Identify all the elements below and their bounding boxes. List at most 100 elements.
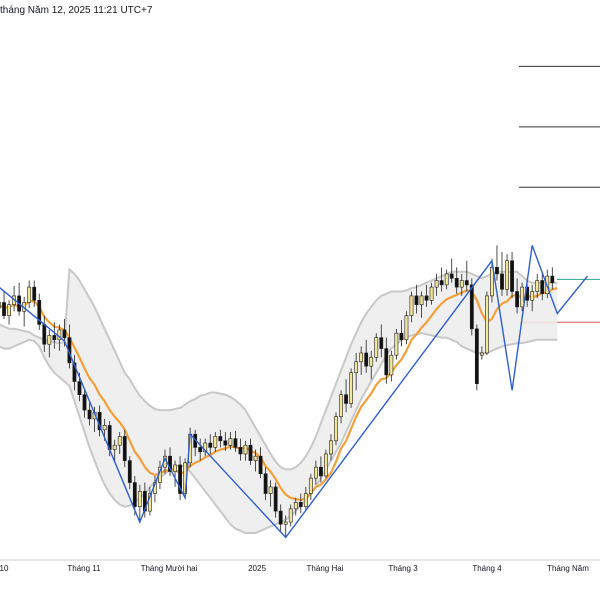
ema-line-layer <box>0 287 558 502</box>
candle-7 <box>32 280 37 307</box>
band-upper-edge <box>0 267 558 471</box>
candle-73 <box>364 339 369 373</box>
candle-71 <box>354 352 359 391</box>
candle-108 <box>540 271 545 301</box>
candle-72 <box>359 346 364 375</box>
x-tick-label-5: Tháng 3 <box>388 564 418 573</box>
candle-65 <box>324 449 328 479</box>
candle-64 <box>319 456 323 483</box>
candle-88 <box>439 267 444 292</box>
ema-line <box>0 287 558 502</box>
candle-76 <box>379 324 384 358</box>
candle-85 <box>424 284 429 307</box>
candle-106 <box>530 284 535 312</box>
candle-51 <box>253 449 258 472</box>
time-axis: 10 Tháng 11 Tháng Mười hai 2025 Tháng Hai Thá… <box>0 559 600 573</box>
candle-28 <box>137 484 142 523</box>
chart-datetime-label: tháng Năm 12, 2025 11:21 UTC+7 <box>0 5 153 16</box>
candle-92 <box>459 273 464 296</box>
candle-17 <box>82 390 87 418</box>
candle-87 <box>434 273 439 296</box>
candle-81 <box>404 311 409 345</box>
candle-46 <box>228 432 233 450</box>
candle-97 <box>485 291 489 356</box>
candle-35 <box>173 460 177 487</box>
candle-0 <box>0 302 1 309</box>
candles <box>0 245 555 538</box>
candle-40 <box>198 438 203 461</box>
candle-69 <box>344 379 348 413</box>
candle-90 <box>449 258 454 283</box>
candle-96 <box>479 346 484 360</box>
candle-48 <box>238 438 243 461</box>
x-tick-label-4: Tháng Hai <box>307 564 344 573</box>
candle-78 <box>389 350 394 382</box>
candle-44 <box>218 429 223 448</box>
candle-79 <box>394 328 399 360</box>
envelope-band <box>0 267 558 534</box>
candle-55 <box>273 482 278 518</box>
candle-1 <box>2 291 6 319</box>
zigzag-layer <box>0 245 589 539</box>
candle-100 <box>500 251 504 296</box>
candle-66 <box>329 434 333 461</box>
candle-74 <box>369 350 374 380</box>
candle-59 <box>293 497 298 516</box>
candle-41 <box>203 438 208 457</box>
candle-75 <box>374 333 379 362</box>
candle-93 <box>464 260 469 292</box>
candle-80 <box>399 320 404 347</box>
candle-104 <box>520 282 525 312</box>
candle-50 <box>248 438 253 465</box>
candle-86 <box>429 282 434 305</box>
candle-63 <box>313 460 318 485</box>
candle-57 <box>283 515 288 538</box>
candle-25 <box>122 429 127 468</box>
candle-68 <box>339 390 343 424</box>
candle-89 <box>444 269 449 290</box>
candle-42 <box>208 434 213 454</box>
x-tick-label-3: 2025 <box>248 564 266 573</box>
candle-8 <box>37 293 42 330</box>
candle-67 <box>334 412 338 446</box>
candle-49 <box>243 440 248 461</box>
candle-6 <box>27 280 32 308</box>
candle-101 <box>505 254 509 296</box>
candle-53 <box>263 467 268 501</box>
candle-24 <box>117 432 122 454</box>
candle-107 <box>535 273 540 299</box>
candle-83 <box>414 284 419 314</box>
x-tick-label-2: Tháng Mười hai <box>141 564 198 573</box>
candle-10 <box>47 329 52 358</box>
candle-70 <box>349 368 354 408</box>
band-lower-edge <box>0 332 558 534</box>
candle-77 <box>384 337 389 384</box>
x-tick-label-1: Tháng 11 <box>67 564 101 573</box>
candle-18 <box>87 401 92 426</box>
candle-62 <box>308 473 313 501</box>
candle-58 <box>288 504 293 527</box>
candle-61 <box>303 486 308 512</box>
candle-54 <box>268 480 273 507</box>
candle-47 <box>233 430 238 452</box>
candle-23 <box>112 439 117 462</box>
candle-82 <box>409 291 414 323</box>
candle-11 <box>52 322 57 349</box>
candle-84 <box>419 291 424 318</box>
candle-99 <box>495 245 499 281</box>
candle-103 <box>515 278 519 314</box>
candle-98 <box>490 258 494 303</box>
candle-60 <box>298 493 303 514</box>
candle-36 <box>178 456 182 501</box>
x-tick-label-6: Tháng 4 <box>472 564 502 573</box>
x-tick-label-7: Tháng Năm <box>547 564 589 573</box>
zigzag-line <box>0 245 589 539</box>
candle-15 <box>72 355 77 391</box>
band-fill <box>0 269 558 533</box>
candle-4 <box>17 282 22 316</box>
candle-91 <box>454 267 459 294</box>
candle-45 <box>223 432 228 451</box>
candle-95 <box>474 324 479 391</box>
